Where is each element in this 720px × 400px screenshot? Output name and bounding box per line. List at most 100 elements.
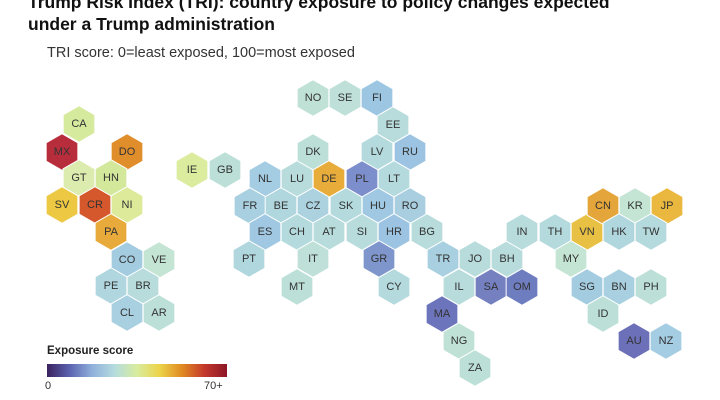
hex-cy: CY: [377, 268, 411, 306]
hex-ee: EE: [376, 106, 410, 144]
hex-label: CR: [87, 199, 103, 211]
hex-bn: BN: [602, 268, 636, 306]
hex-ca: CA: [62, 105, 96, 143]
hex-label: BE: [274, 200, 289, 212]
hex-label: CL: [120, 307, 134, 319]
hex-jp: JP: [650, 187, 684, 225]
hex-br: BR: [126, 267, 160, 305]
hex-de: DE: [312, 160, 346, 198]
hex-do: DO: [110, 133, 144, 171]
hex-cell: [425, 295, 459, 333]
hex-label: HR: [386, 226, 402, 238]
hex-label: DK: [305, 146, 321, 158]
hex-label: MA: [434, 308, 451, 320]
hex-label: VN: [579, 226, 594, 238]
hex-my: MY: [554, 240, 588, 278]
hex-cell: [45, 186, 79, 224]
hex-ph: PH: [634, 268, 668, 306]
hex-bh: BH: [490, 240, 524, 278]
hex-label: GT: [71, 172, 87, 184]
hex-ma: MA: [425, 295, 459, 333]
hex-label: MX: [54, 146, 71, 158]
hex-cell: [586, 295, 620, 333]
hex-label: JO: [468, 253, 483, 265]
hex-label: TH: [548, 226, 563, 238]
hex-cell: [554, 240, 588, 278]
hex-cell: [232, 240, 266, 278]
hex-cell: [142, 294, 176, 332]
hex-label: IN: [517, 226, 528, 238]
chart-title: Trump Risk Index (TRI): country exposure…: [28, 0, 610, 35]
hex-label: AT: [322, 226, 336, 238]
hex-label: CO: [119, 254, 136, 266]
hex-cell: [175, 151, 209, 189]
hex-label: HU: [370, 200, 386, 212]
chart-subtitle: TRI score: 0=least exposed, 100=most exp…: [47, 45, 355, 61]
hex-label: PL: [355, 173, 368, 185]
hex-ar: AR: [142, 294, 176, 332]
hex-label: NG: [451, 335, 468, 347]
hex-cell: [45, 133, 79, 171]
hex-label: OM: [513, 281, 531, 293]
hex-label: LU: [290, 173, 304, 185]
hex-tw: TW: [634, 213, 668, 251]
hex-label: TR: [436, 253, 451, 265]
hex-label: CA: [71, 118, 87, 130]
hex-ie: IE: [175, 151, 209, 189]
legend-min-label: 0: [45, 380, 52, 392]
hex-label: KR: [627, 200, 642, 212]
hex-au: AU: [617, 322, 651, 360]
hex-sv: SV: [45, 186, 79, 224]
hex-be: BE: [264, 187, 298, 225]
hex-label: HK: [611, 226, 627, 238]
legend-max-label: 70+: [204, 380, 223, 392]
hex-om: OM: [505, 268, 539, 306]
hex-sk: SK: [329, 187, 363, 225]
hex-label: CY: [386, 281, 402, 293]
hex-label: NZ: [659, 335, 674, 347]
hex-label: FR: [243, 200, 258, 212]
hex-label: SK: [339, 200, 354, 212]
hex-label: GR: [371, 253, 388, 265]
hex-label: LT: [388, 173, 400, 185]
hex-label: SV: [55, 199, 70, 211]
hex-label: ZA: [468, 362, 483, 374]
hex-cell: [280, 268, 314, 306]
hex-label: AU: [626, 335, 641, 347]
hex-cz: CZ: [296, 187, 330, 225]
hex-label: ES: [258, 226, 273, 238]
hex-cell: [62, 105, 96, 143]
hex-label: GB: [217, 164, 233, 176]
hex-label: RO: [402, 200, 419, 212]
hex-cell: [634, 268, 668, 306]
hex-label: PH: [643, 281, 658, 293]
hex-cell: [377, 268, 411, 306]
hex-label: PT: [242, 253, 256, 265]
hex-label: RU: [402, 146, 418, 158]
hex-in: IN: [505, 213, 539, 251]
hex-label: CN: [595, 200, 611, 212]
hex-label: NI: [122, 199, 133, 211]
hex-cell: [208, 151, 242, 189]
hex-label: FI: [372, 92, 382, 104]
legend-title: Exposure score: [47, 345, 134, 357]
hex-gr: GR: [362, 240, 396, 278]
hex-label: IE: [187, 164, 197, 176]
hex-label: DO: [119, 146, 136, 158]
hex-label: PE: [104, 280, 119, 292]
hex-cell: [505, 213, 539, 251]
legend-color-scale: [47, 364, 227, 377]
chart-title-line-2: under a Trump administration: [28, 14, 275, 34]
hex-label: MT: [289, 281, 305, 293]
hex-cell: [94, 213, 128, 251]
hex-cell: [649, 322, 683, 360]
hex-se: SE: [328, 79, 362, 117]
hex-label: TW: [642, 226, 660, 238]
hex-mx: MX: [45, 133, 79, 171]
hex-label: NO: [305, 92, 322, 104]
hex-label: IL: [454, 281, 463, 293]
hex-cell: [296, 240, 330, 278]
hex-it: IT: [296, 240, 330, 278]
hex-label: NL: [258, 173, 272, 185]
